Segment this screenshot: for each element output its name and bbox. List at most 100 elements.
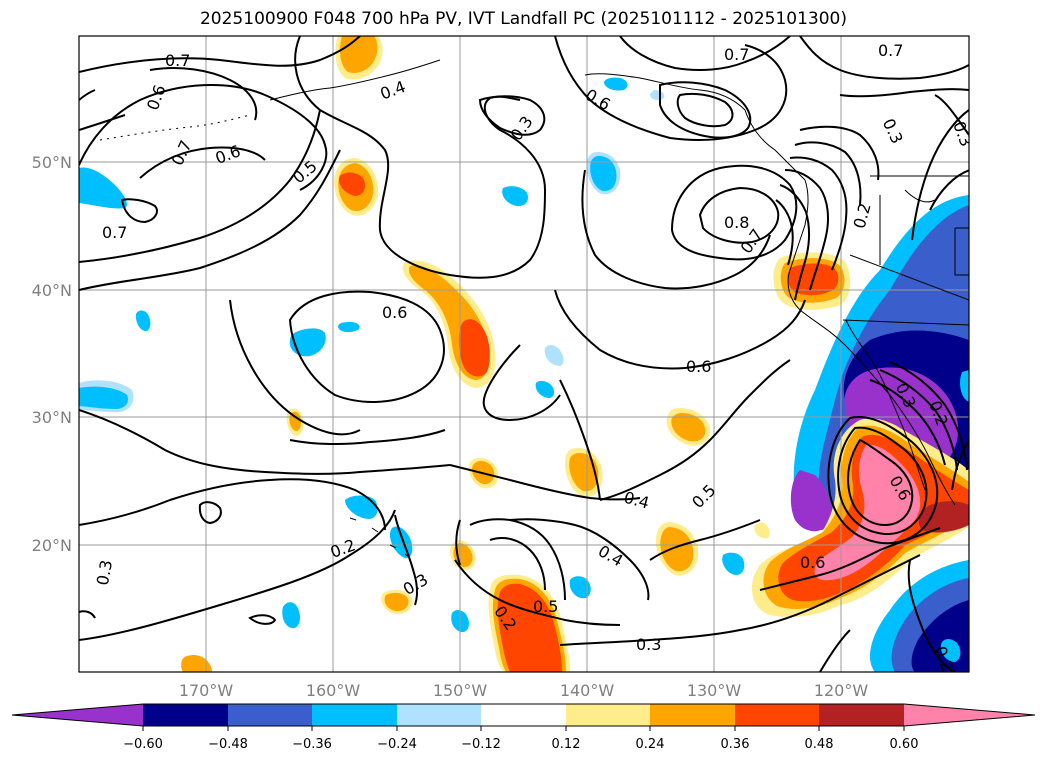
contour-line [79, 409, 451, 475]
coastline-west-coast [787, 179, 956, 506]
lon-labels: 170°W 160°W 150°W 140°W 130°W 120°W [179, 681, 869, 700]
colorbar-label: 0.60 [890, 737, 919, 752]
contour-line [554, 36, 788, 141]
shade-region [544, 345, 564, 366]
contour-line [847, 438, 914, 527]
contour-line [139, 146, 266, 179]
colorbar-label: −0.48 [208, 737, 248, 752]
coastline-baja [845, 319, 926, 491]
contour-line [759, 527, 941, 591]
shade-region [940, 639, 961, 662]
shade-region [282, 602, 300, 629]
coastline-aleutians [269, 59, 441, 101]
chart-title: 2025100900 F048 700 hPa PV, IVT Landfall… [199, 9, 847, 29]
shade-region [671, 413, 706, 442]
contour-line [554, 289, 806, 370]
contour-line [599, 359, 791, 501]
contour-line [934, 94, 969, 136]
contour-line [839, 88, 969, 98]
contour-line [79, 114, 126, 131]
contour-line [509, 518, 650, 601]
coastlines [99, 59, 969, 559]
contour-label: 0.7 [724, 45, 749, 64]
contour-line [827, 416, 939, 545]
shading-layer [79, 36, 969, 672]
colorbar-label: −0.12 [461, 737, 501, 752]
shade-region [339, 172, 365, 196]
contour-line [229, 299, 361, 436]
colorbar-ticks [142, 726, 905, 731]
lat-label-20n: 20°N [32, 536, 72, 555]
contour-line [789, 156, 848, 271]
colorbar-label: 0.24 [636, 737, 665, 752]
contour-line [149, 67, 258, 121]
lon-label-120w: 120°W [814, 681, 869, 700]
colorbar-segment [312, 704, 397, 726]
colorbar-label: −0.24 [377, 737, 417, 752]
lat-label-30n: 30°N [32, 408, 72, 427]
contour-label: 0.3 [93, 558, 116, 586]
pv-contours [79, 36, 969, 672]
border-state [842, 319, 969, 326]
colorbar-segment [481, 704, 566, 726]
contour-line [455, 519, 461, 566]
colorbar-label: 0.48 [805, 737, 834, 752]
border-state [954, 227, 969, 276]
colorbar-segment [650, 704, 735, 726]
contour-line [799, 125, 880, 181]
colorbar-segment [819, 704, 904, 726]
colorbar-segment [397, 704, 481, 726]
colorbar: −0.60 −0.48 −0.36 −0.24 −0.12 0.12 0.24 … [11, 703, 1036, 752]
colorbar-label: −0.60 [123, 737, 163, 752]
contour-line [779, 184, 810, 301]
colorbar-segment [566, 704, 650, 726]
shade-region [722, 552, 745, 575]
contour-line [911, 109, 969, 241]
lon-label-150w: 150°W [433, 681, 488, 700]
shade-region [754, 522, 770, 539]
contour-label: 0.8 [724, 213, 749, 232]
contour-line [670, 164, 798, 261]
contour-line [775, 199, 794, 266]
shade-region [181, 655, 212, 672]
contour-line [289, 429, 446, 446]
shade-region [345, 495, 378, 519]
shade-region [660, 527, 694, 572]
contour-line [489, 537, 546, 591]
shade-region [535, 380, 555, 398]
contour-line [559, 554, 921, 646]
shade-region [458, 319, 490, 377]
lat-labels: 50°N 40°N 30°N 20°N [32, 153, 72, 555]
contour-line [79, 109, 321, 263]
map-content: 0.7 0.6 0.7 0.7 0.6 0.5 0.4 0.3 0.6 0.7 … [79, 36, 969, 672]
contour-line [649, 519, 761, 561]
shade-region [79, 167, 127, 209]
contour-line [79, 36, 361, 73]
shade-region [918, 501, 969, 533]
contour-line [79, 610, 96, 619]
colorbar-label: −0.36 [292, 737, 332, 752]
contour-line [394, 514, 419, 606]
colorbar-segment [735, 704, 819, 726]
contour-label: 0.3 [636, 635, 661, 654]
shade-region [590, 156, 617, 192]
colorbar-segment [228, 704, 312, 726]
contour-line [79, 478, 386, 531]
contour-label: 0.6 [686, 357, 711, 376]
colorbar-segment [143, 704, 228, 726]
contour-line [248, 614, 277, 625]
lon-label-140w: 140°W [560, 681, 615, 700]
contour-label: 0.7 [165, 51, 190, 70]
lon-label-170w: 170°W [179, 681, 234, 700]
colorbar-segment [904, 704, 1035, 726]
contour-line [676, 92, 734, 128]
contour-line [79, 84, 328, 191]
contour-label: 0.7 [102, 223, 127, 242]
shade-region [79, 386, 128, 409]
contour-line [198, 501, 222, 525]
contour-line [619, 36, 791, 71]
coastline-alaska-bc [584, 73, 806, 181]
contour-line [559, 379, 601, 501]
contour-line [819, 629, 851, 672]
